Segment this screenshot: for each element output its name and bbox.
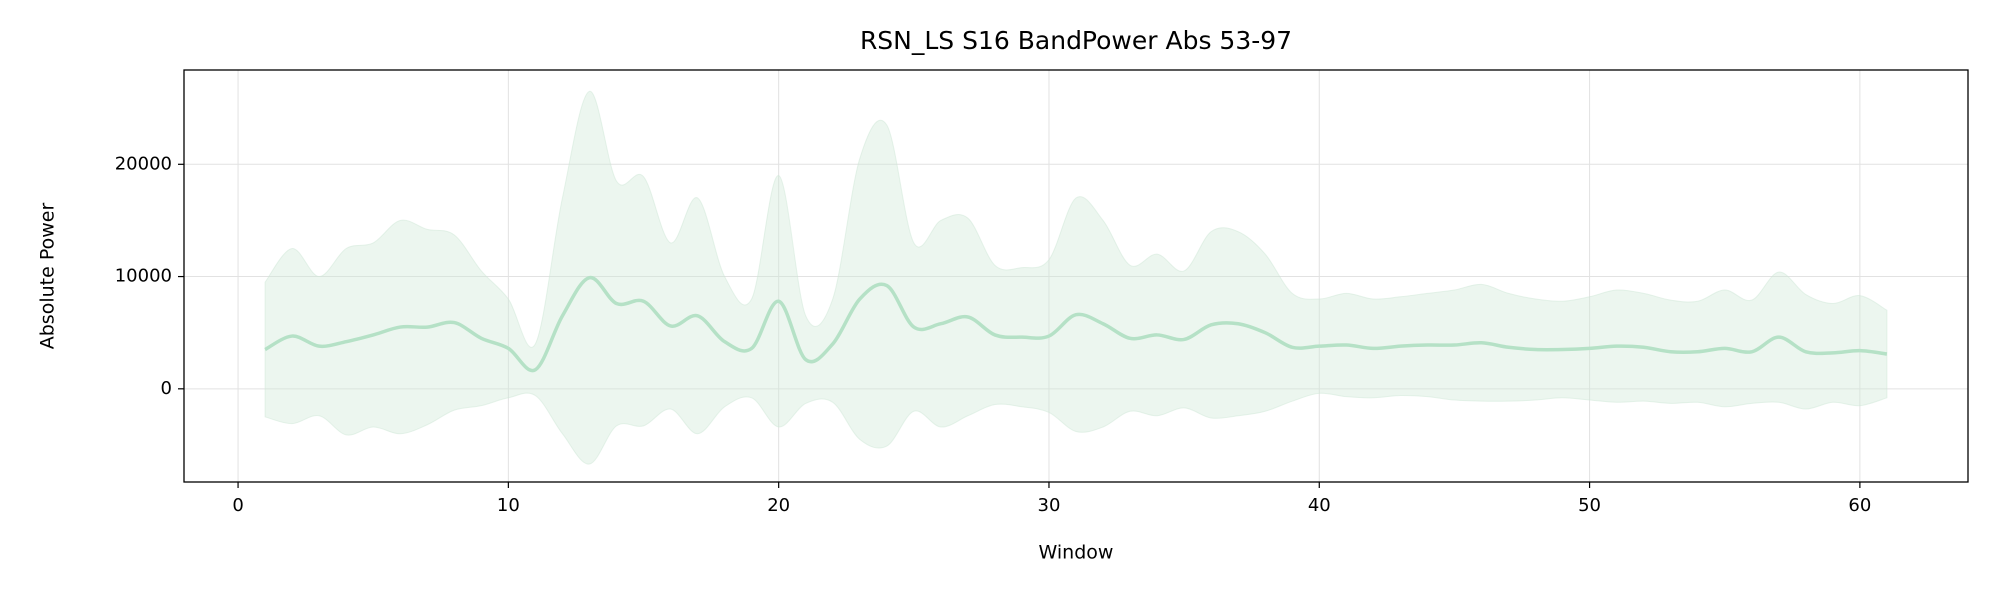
plot-frame: [183, 69, 1969, 483]
y-tick-label: 20000: [115, 153, 172, 174]
std-band: [264, 90, 1888, 465]
x-axis-label: Window: [1039, 542, 1114, 564]
x-tick-label: 30: [1038, 495, 1061, 516]
y-axis-label: Absolute Power: [37, 203, 59, 350]
mean-line: [264, 275, 1888, 373]
x-tick-label: 0: [232, 495, 243, 516]
chart-title: RSN_LS S16 BandPower Abs 53-97: [860, 26, 1292, 55]
x-tick-label: 40: [1308, 495, 1331, 516]
x-tick-label: 20: [767, 495, 790, 516]
x-tick-label: 10: [497, 495, 520, 516]
x-tick-label: 50: [1578, 495, 1601, 516]
x-tick-label: 60: [1848, 495, 1871, 516]
y-tick-label: 10000: [115, 266, 172, 287]
y-tick-label: 0: [161, 378, 172, 399]
